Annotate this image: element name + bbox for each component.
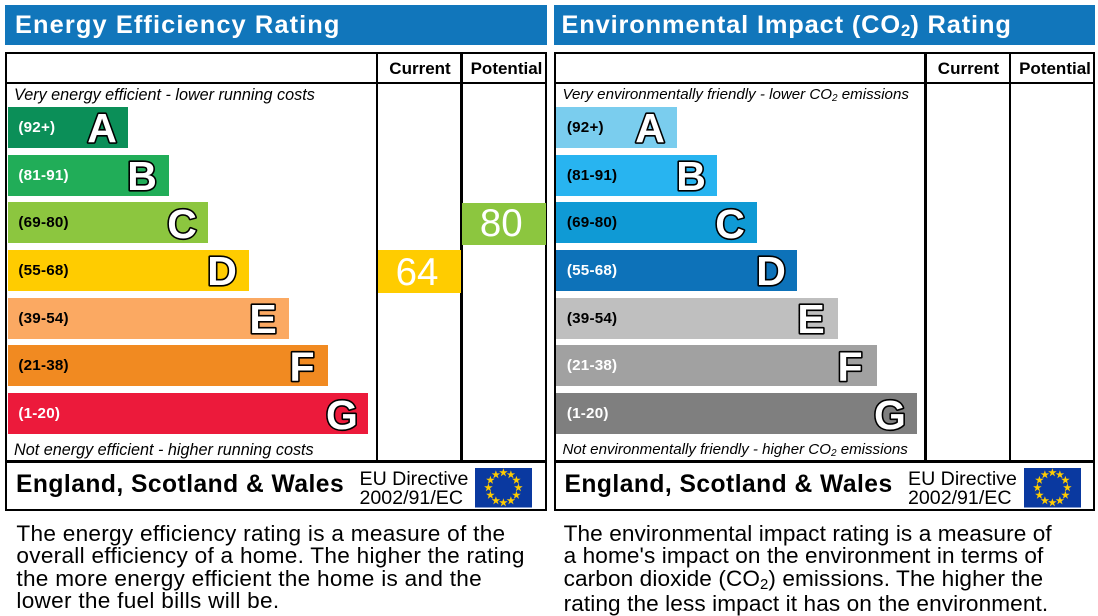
svg-text:C: C	[167, 202, 197, 244]
svg-text:B: B	[676, 154, 706, 196]
svg-text:B: B	[127, 154, 157, 196]
svg-text:F: F	[289, 345, 314, 387]
svg-text:E: E	[797, 297, 824, 339]
svg-text:D: D	[756, 249, 786, 291]
svg-text:D: D	[207, 249, 237, 291]
svg-text:F: F	[837, 345, 862, 387]
svg-text:A: A	[635, 106, 665, 148]
svg-text:G: G	[874, 393, 906, 435]
svg-text:C: C	[715, 202, 745, 244]
svg-text:G: G	[326, 393, 358, 435]
svg-text:A: A	[87, 106, 117, 148]
svg-text:E: E	[249, 297, 276, 339]
